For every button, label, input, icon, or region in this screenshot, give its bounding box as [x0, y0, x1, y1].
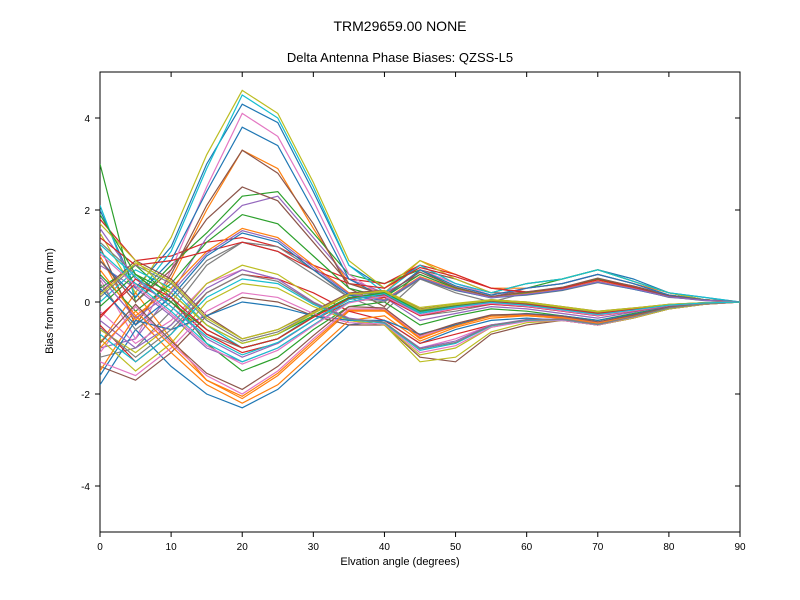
y-tick-label: -2	[81, 390, 90, 401]
plot-border	[100, 72, 740, 532]
chart-container: { "chart": { "type": "line", "suptitle":…	[0, 0, 800, 600]
y-tick-label: -4	[81, 482, 90, 493]
x-tick-label: 0	[97, 542, 103, 553]
y-tick-label: 0	[84, 298, 90, 309]
x-tick-label: 30	[308, 542, 320, 553]
series-line	[100, 127, 740, 302]
x-tick-label: 50	[450, 542, 462, 553]
y-tick-label: 2	[84, 206, 90, 217]
series-line	[100, 95, 740, 302]
x-tick-label: 60	[521, 542, 533, 553]
x-tick-label: 10	[166, 542, 178, 553]
series-line	[100, 164, 740, 302]
y-tick-label: 4	[84, 114, 90, 125]
x-tick-label: 70	[592, 542, 604, 553]
x-tick-label: 80	[663, 542, 675, 553]
plot-svg: 0 10 20 30 40 50 60 70 80 90 -4 -2 0 2 4	[0, 0, 800, 600]
x-tick-label: 40	[379, 542, 391, 553]
x-tick-label: 90	[734, 542, 746, 553]
x-tick-label: 20	[237, 542, 249, 553]
